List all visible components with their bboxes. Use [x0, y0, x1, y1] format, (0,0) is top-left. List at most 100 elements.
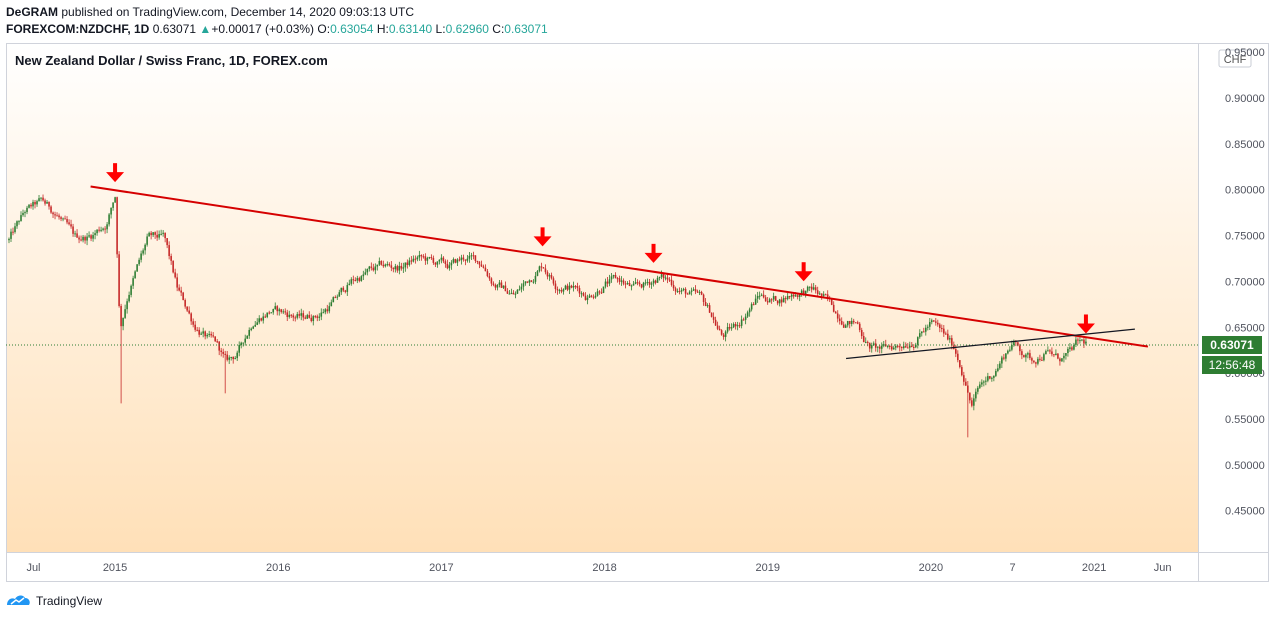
candle-body [106, 224, 108, 230]
candle-body [48, 201, 50, 207]
candle-body [92, 235, 94, 239]
candle-body [62, 218, 64, 220]
chart-container[interactable]: New Zealand Dollar / Swiss Franc, 1D, FO… [6, 43, 1269, 582]
candle-body [730, 327, 733, 329]
candle-body [1037, 358, 1039, 364]
price-change: +0.00017 (+0.03%) [211, 22, 315, 36]
currency-box[interactable] [1218, 49, 1252, 68]
candle-body [680, 289, 683, 292]
y-tick-label: 0.95000 [1225, 47, 1265, 59]
candle-body [444, 261, 447, 264]
candle-body [1065, 353, 1067, 356]
candle-body [58, 215, 60, 218]
candle-body [272, 309, 275, 313]
candle-body [352, 279, 355, 281]
candle-body [284, 311, 287, 313]
y-axis: 0.95000 0.90000 0.85000 0.80000 0.75000 0.700… [1225, 47, 1265, 518]
candle-body [320, 312, 323, 317]
candle-body [530, 280, 533, 282]
candle-body [452, 259, 455, 263]
candle-body [274, 306, 277, 310]
candle-body [652, 280, 655, 284]
y-tick-label: 0.80000 [1225, 185, 1265, 197]
candle-body [120, 305, 122, 327]
candle-body [98, 229, 100, 231]
candle-body [1023, 355, 1025, 358]
resistance-trendline[interactable] [90, 185, 1149, 348]
candle-body [208, 333, 210, 335]
tradingview-logo-icon[interactable] [6, 593, 32, 609]
countdown-badge: 12:56:48 [1202, 355, 1262, 374]
y-tick-label: 0.85000 [1225, 139, 1265, 151]
candle-body [236, 352, 238, 359]
candle-body [428, 257, 431, 259]
candle-body [78, 237, 80, 240]
candle-body [918, 333, 921, 338]
candle-body [648, 281, 651, 285]
candle-body [54, 214, 56, 216]
candle-body [560, 290, 563, 292]
footer-brand[interactable]: TradingView [36, 594, 103, 608]
candle-body [965, 381, 967, 386]
candle-body [628, 283, 631, 286]
candle-body [762, 294, 765, 298]
chart-title: New Zealand Dollar / Swiss Franc, 1D, FO… [15, 53, 328, 68]
candle-body [490, 278, 493, 284]
candle-body [987, 376, 989, 381]
candle-body [834, 311, 837, 314]
candle-body [856, 322, 859, 324]
candle-body [979, 384, 981, 388]
y-tick-label: 0.70000 [1225, 276, 1265, 288]
support-trendline[interactable] [846, 328, 1135, 360]
x-tick-label: 2015 [103, 562, 127, 574]
candle-body [546, 272, 549, 277]
candle-body [254, 324, 257, 327]
candle-body [1043, 354, 1045, 361]
candle-body [564, 285, 567, 290]
candle-body [991, 377, 993, 379]
candle-body [618, 278, 621, 282]
candle-body [906, 347, 909, 349]
candle-body [532, 281, 535, 283]
candle-body [310, 317, 313, 322]
candle-body [1033, 360, 1035, 363]
candle-body [534, 275, 537, 282]
candle-body [898, 346, 901, 348]
candle-body [582, 293, 585, 296]
candle-body [206, 334, 208, 337]
candle-body [1039, 358, 1041, 360]
candle-body [746, 312, 749, 317]
candle-body [250, 328, 253, 330]
candle-body [462, 257, 465, 260]
candle-body [330, 302, 333, 307]
candle-body [708, 305, 711, 313]
candle-body [636, 282, 639, 284]
candle-body [668, 279, 671, 281]
candle-body [386, 264, 389, 266]
candle-body [144, 244, 146, 251]
candle-body [318, 316, 321, 318]
symbol-label[interactable]: FOREXCOM:NZDCHF, 1D [6, 22, 150, 36]
candle-body [842, 324, 845, 328]
candle-body [128, 294, 130, 302]
candle-body [874, 343, 877, 348]
candle-body [538, 266, 541, 272]
footer: TradingView [6, 590, 102, 612]
candle-body [126, 301, 128, 310]
candle-body [604, 281, 607, 287]
candle-body [86, 236, 88, 241]
author-name[interactable]: DeGRAM [6, 5, 59, 19]
candle-body [1073, 344, 1075, 350]
candle-body [24, 212, 26, 214]
x-tick-label: 2019 [756, 562, 780, 574]
candle-body [170, 256, 172, 261]
candle-body [1011, 344, 1013, 350]
candle-body [596, 291, 599, 296]
candle-body [238, 345, 241, 353]
candle-body [122, 317, 124, 327]
candle-body [342, 287, 345, 291]
candle-body [418, 255, 421, 258]
candle-body [64, 218, 66, 220]
candle-body [866, 341, 869, 343]
price-chart[interactable]: New Zealand Dollar / Swiss Franc, 1D, FO… [6, 43, 1269, 582]
